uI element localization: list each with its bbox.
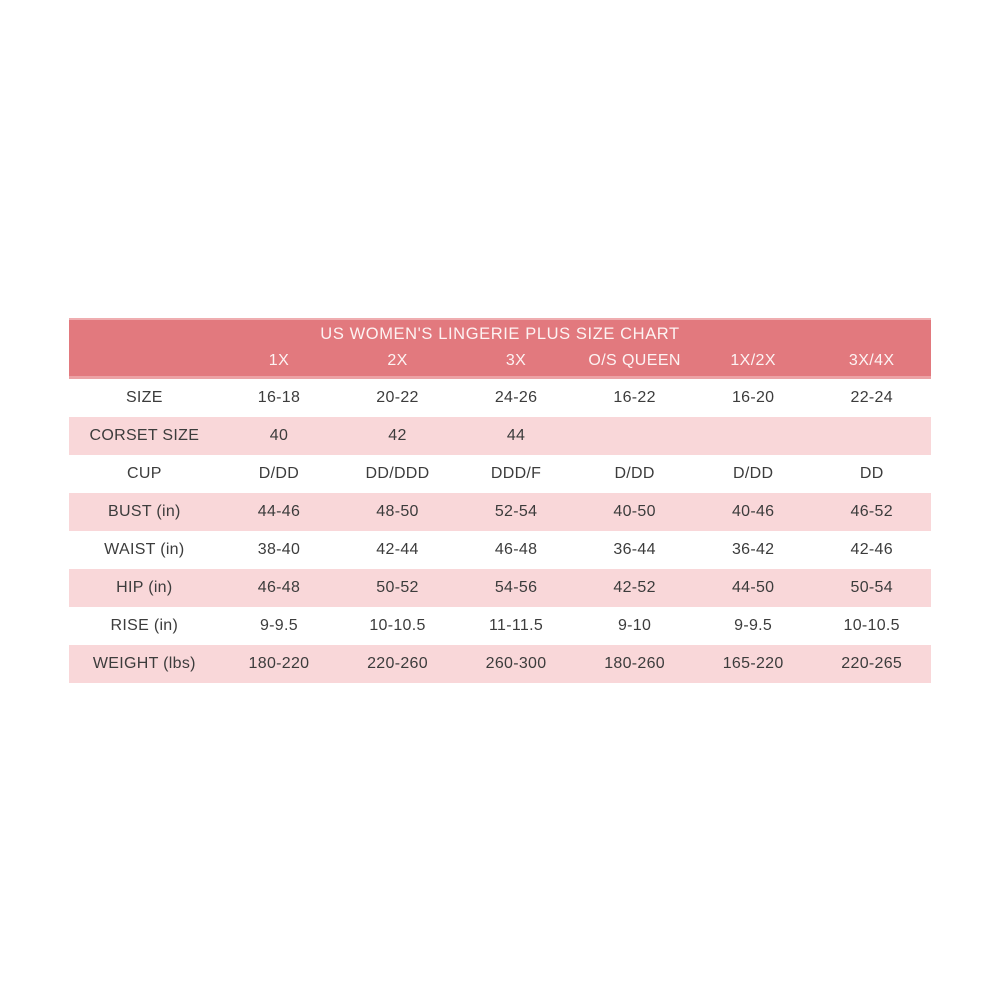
table-cell: 46-52 — [850, 503, 893, 520]
table-cell: 180-260 — [604, 655, 666, 672]
table-row-size: SIZE 16-18 20-22 24-26 16-22 16-20 22-24 — [69, 377, 931, 417]
row-label: BUST (in) — [108, 503, 181, 520]
table-cell: 9-9.5 — [259, 617, 298, 634]
table-cell: 24-26 — [494, 389, 538, 406]
table-cell: 44-46 — [257, 503, 301, 520]
table-cell: 180-220 — [248, 655, 310, 672]
table-row-corset-size: CORSET SIZE 40 42 44 — [69, 417, 931, 455]
size-chart-container: US WOMEN'S LINGERIE PLUS SIZE CHART 1X 2… — [69, 318, 931, 683]
table-row-waist: WAIST (in) 38-40 42-44 46-48 36-44 36-42… — [69, 531, 931, 569]
table-cell: 42-44 — [376, 541, 419, 558]
table-cell — [575, 417, 694, 455]
row-label: CORSET SIZE — [89, 427, 200, 444]
table-cell — [694, 417, 813, 455]
table-cell: 40 — [269, 427, 289, 444]
table-cell: 42 — [388, 427, 407, 444]
table-cell: 46-48 — [494, 541, 538, 558]
column-header-row: 1X 2X 3X O/S QUEEN 1X/2X 3X/4X — [69, 348, 931, 379]
size-chart-table: US WOMEN'S LINGERIE PLUS SIZE CHART 1X 2… — [69, 318, 931, 683]
column-header-blank — [69, 348, 220, 379]
column-header-1x: 1X — [219, 348, 339, 379]
table-cell: 50-52 — [376, 579, 419, 596]
table-cell: 40-50 — [613, 503, 656, 520]
table-row-bust: BUST (in) 44-46 48-50 52-54 40-50 40-46 … — [69, 493, 931, 531]
table-cell: 9-10 — [617, 617, 652, 634]
table-row-rise: RISE (in) 9-9.5 10-10.5 11-11.5 9-10 9-9… — [69, 607, 931, 645]
table-cell: 20-22 — [376, 389, 419, 406]
table-row-hip: HIP (in) 46-48 50-52 54-56 42-52 44-50 5… — [69, 569, 931, 607]
table-cell: 44 — [506, 427, 526, 444]
table-cell: 260-300 — [485, 655, 547, 672]
table-cell: 54-56 — [494, 579, 538, 596]
row-label: HIP (in) — [116, 579, 173, 596]
table-cell: 36-42 — [731, 541, 775, 558]
table-cell: 50-54 — [850, 579, 893, 596]
table-cell: 44-50 — [731, 579, 775, 596]
column-header-os-queen: O/S QUEEN — [575, 348, 694, 379]
table-cell: 46-48 — [257, 579, 301, 596]
table-cell: DDD/F — [490, 465, 542, 482]
table-row-weight: WEIGHT (lbs) 180-220 220-260 260-300 180… — [69, 645, 931, 683]
table-cell: 16-22 — [613, 389, 656, 406]
table-cell: D/DD — [258, 465, 300, 482]
row-label: SIZE — [125, 389, 163, 406]
table-cell: 42-52 — [613, 579, 656, 596]
table-cell: 9-9.5 — [734, 617, 773, 634]
row-label: CUP — [127, 465, 162, 482]
row-label: WEIGHT (lbs) — [92, 655, 196, 672]
table-cell: DD — [859, 465, 884, 482]
table-cell: D/DD — [732, 465, 774, 482]
table-title-row: US WOMEN'S LINGERIE PLUS SIZE CHART — [69, 318, 931, 348]
column-header-2x: 2X — [338, 348, 457, 379]
table-cell: 220-265 — [841, 655, 903, 672]
table-cell: 42-46 — [850, 541, 893, 558]
table-cell: 36-44 — [613, 541, 656, 558]
table-cell: DD/DDD — [365, 465, 430, 482]
table-cell: 52-54 — [494, 503, 538, 520]
row-label: WAIST (in) — [104, 541, 185, 558]
column-header-3x: 3X — [456, 348, 576, 379]
column-header-3x4x: 3X/4X — [812, 348, 931, 379]
table-cell: 165-220 — [722, 655, 784, 672]
table-cell: 40-46 — [731, 503, 775, 520]
column-header-1x2x: 1X/2X — [693, 348, 813, 379]
table-cell: 48-50 — [376, 503, 419, 520]
table-cell: 220-260 — [367, 655, 428, 672]
table-cell: 38-40 — [257, 541, 301, 558]
table-cell: 10-10.5 — [369, 617, 426, 634]
table-cell — [812, 417, 931, 455]
table-cell: D/DD — [614, 465, 655, 482]
row-label: RISE (in) — [110, 617, 179, 634]
table-cell: 22-24 — [850, 389, 893, 406]
table-cell: 16-20 — [731, 389, 775, 406]
table-cell: 11-11.5 — [489, 617, 544, 634]
table-cell: 16-18 — [257, 389, 301, 406]
table-row-cup: CUP D/DD DD/DDD DDD/F D/DD D/DD DD — [69, 455, 931, 493]
table-title: US WOMEN'S LINGERIE PLUS SIZE CHART — [69, 318, 931, 348]
table-cell: 10-10.5 — [843, 617, 900, 634]
